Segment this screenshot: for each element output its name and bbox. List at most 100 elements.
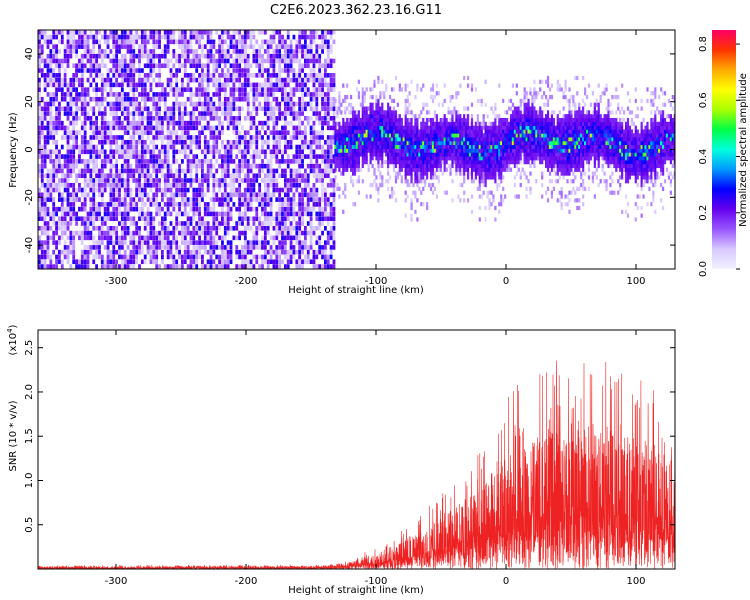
heatmap-cell [312,259,316,265]
heatmap-cell [100,96,104,102]
heatmap-cell [396,160,399,165]
heatmap-cell [98,44,101,49]
heatmap-cell [98,101,101,107]
heatmap-cell [92,245,96,250]
heatmap-cell [309,235,313,241]
heatmap-cell [357,110,360,115]
heatmap-cell [132,206,136,212]
heatmap-cell [118,254,121,260]
heatmap-cell [201,182,204,188]
heatmap-cell [246,192,250,198]
heatmap-cell [275,87,279,92]
heatmap-cell [95,163,98,169]
heatmap-cell [266,159,270,164]
heatmap-cell [72,168,76,174]
heatmap-cell [326,39,330,45]
heatmap-cell [441,133,444,138]
heatmap-cell [189,178,193,183]
heatmap-cell [158,168,161,174]
heatmap-cell [129,44,133,49]
heatmap-cell [109,197,113,202]
heatmap-cell [249,111,253,116]
heatmap-cell [106,245,110,250]
heatmap-cell [398,160,401,165]
heatmap-cell [355,87,359,92]
heatmap-cell [418,156,421,161]
heatmap-cell [408,133,411,138]
heatmap-cell [261,240,264,245]
heatmap-cell [129,39,133,45]
heatmap-cell [385,83,388,88]
heatmap-cell [198,235,201,241]
heatmap-cell [129,30,133,35]
heatmap-cell [98,53,101,59]
heatmap-cell [181,125,184,131]
heatmap-cell [420,179,423,184]
heatmap-cell [55,225,58,231]
heatmap-cell [229,154,233,159]
heatmap-cell [86,159,90,164]
heatmap-cell [422,156,425,161]
heatmap-cell [281,135,284,140]
heatmap-cell [418,144,421,149]
heatmap-cell [269,53,273,59]
heatmap-cell [315,139,319,145]
heatmap-cell [249,264,253,269]
heatmap-cell [195,192,199,198]
heatmap-cell [75,39,78,45]
heatmap-cell [166,240,170,245]
heatmap-cell [186,168,190,174]
heatmap-cell [269,63,273,69]
heatmap-cell [261,73,264,78]
heatmap-cell [106,249,110,255]
heatmap-cell [241,92,244,97]
heatmap-cell [315,249,319,255]
heatmap-cell [447,156,450,161]
heatmap-cell [118,92,121,97]
heatmap-cell [52,92,56,97]
heatmap-cell [78,182,81,188]
heatmap-cell [52,68,56,73]
heatmap-cell [155,130,159,135]
heatmap-cell [324,73,327,78]
heatmap-cell [112,106,116,112]
heatmap-cell [46,73,50,78]
heatmap-cell [324,211,327,217]
heatmap-cell [298,216,302,222]
heatmap-cell [359,137,362,142]
heatmap-cell [301,154,304,159]
heatmap-cell [60,82,64,88]
heatmap-cell [377,129,380,134]
heatmap-cell [129,111,133,116]
heatmap-cell [338,194,341,199]
heatmap-cell [43,144,47,150]
heatmap-cell [132,73,136,78]
heatmap-cell [92,63,96,69]
heatmap-cell [80,101,84,107]
heatmap-cell [283,139,287,145]
heatmap-cell [155,120,159,126]
heatmap-cell [95,254,98,260]
heatmap-cell [138,264,141,269]
heatmap-cell [169,87,173,92]
heatmap-cell [261,125,264,131]
heatmap-cell [424,102,427,107]
heatmap-cell [52,235,56,241]
heatmap-cell [298,264,302,269]
heatmap-cell [258,63,262,69]
heatmap-cell [43,82,47,88]
heatmap-cell [66,39,70,45]
heatmap-cell [103,135,107,140]
heatmap-cell [226,149,230,155]
heatmap-cell [243,264,247,269]
heatmap-cell [149,149,153,155]
heatmap-cell [309,230,313,236]
heatmap-cell [183,173,187,178]
heatmap-cell [422,152,425,157]
heatmap-cell [449,152,452,157]
heatmap-cell [152,44,156,49]
heatmap-cell [72,245,76,250]
heatmap-cell [189,101,193,107]
heatmap-cell [351,106,355,111]
heatmap-cell [435,137,438,142]
